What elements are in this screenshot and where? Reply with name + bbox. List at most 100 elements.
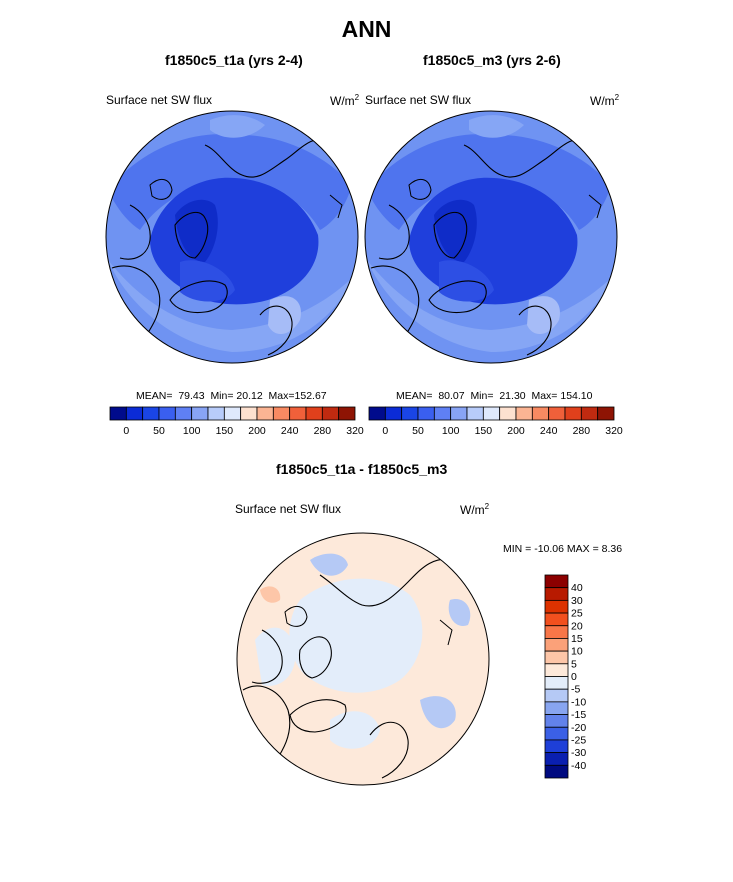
coastline [439,619,453,646]
colorbar-box [544,650,569,665]
field-region [260,586,281,603]
colorbar-box [544,599,569,614]
colorbar-tick-label: 150 [475,425,493,437]
colorbar-box [272,406,291,421]
field-region [300,626,350,662]
map-boundary [105,110,359,364]
field-region [367,260,614,352]
coastline [169,280,228,314]
coastline [284,605,308,627]
colorbar-box [368,406,386,421]
colorbar-box [564,406,582,421]
coastline [298,636,332,679]
colorbar-box [499,406,517,421]
panel-3-title: f1850c5_t1a - f1850c5_m3 [276,461,448,477]
colorbar-box [384,406,403,421]
colorbar-tick-label: 0 [571,671,577,683]
colorbar-tick-label: 25 [571,608,583,620]
panel-2-title: f1850c5_m3 (yrs 2-6) [423,52,561,68]
coastline [463,138,590,178]
colorbar-tick-label: 100 [183,425,201,437]
colorbar-tick-label: 50 [412,425,424,437]
colorbar-box [544,625,569,639]
field-region [108,134,352,230]
panel-3-map [236,532,490,786]
colorbar-box [597,406,615,421]
colorbar-tick-label: 280 [573,425,591,437]
field-region [469,115,524,138]
coastline [588,194,602,219]
colorbar-box [240,406,258,421]
colorbar-box [544,726,569,741]
colorbar-tick-label: 40 [571,582,583,594]
panel-2-stats: MEAN= 80.07 Min= 21.30 Max= 154.10 [396,390,593,402]
colorbar-box [548,406,566,421]
colorbar-box [256,406,274,421]
colorbar-tick-label: -20 [571,722,586,734]
coastline [149,178,173,200]
colorbar-box [417,406,435,421]
coastline [329,194,343,219]
panel-1-units: W/m2 [330,93,360,108]
colorbar-tick-label: 0 [123,425,129,437]
colorbar-tick-label: 100 [442,425,460,437]
colorbar-tick-label: 15 [571,633,583,645]
coastline [259,305,293,356]
colorbar-box [544,752,569,766]
colorbar-box [125,406,144,421]
colorbar-box [531,406,550,421]
colorbar-tick-label: -5 [571,684,580,696]
colorbar-box [544,663,569,677]
colorbar-tick-label: -40 [571,760,586,772]
coastline [433,211,468,259]
colorbar-box [482,406,501,421]
field-region [210,115,265,138]
colorbar-box [544,714,569,728]
coastline [378,204,410,260]
colorbar-tick-label: 280 [314,425,332,437]
colorbar-tick-label: 200 [507,425,525,437]
panel-3-units: W/m2 [460,502,490,517]
field-region [330,711,380,749]
coastline [289,699,347,733]
panel-1-map [105,110,359,364]
colorbar-box [401,406,419,421]
panel-3-variable: Surface net SW flux [235,502,342,516]
colorbar-tick-label: 150 [216,425,234,437]
field-region [108,260,355,352]
field-region [310,553,348,576]
colorbar-box [433,406,452,421]
colorbar-box [158,406,176,421]
colorbar-tick-label: 240 [540,425,558,437]
coastline [518,305,552,356]
colorbar-box [191,406,209,421]
colorbar-box [305,406,323,421]
panel-3-minmax: MIN = -10.06 MAX = 8.36 [503,543,623,555]
colorbar-box [338,406,356,421]
main-title: ANN [341,16,392,42]
colorbar-tick-label: -25 [571,734,586,746]
colorbar-tick-label: 320 [605,425,623,437]
panel-2-colorbar: 0 50 100 150 200 240 280 320 [368,406,623,437]
coastline [174,211,209,259]
coastline [408,178,432,200]
panel-2-variable: Surface net SW flux [365,93,472,107]
colorbar-tick-label: 30 [571,595,583,607]
panel-1-stats: MEAN= 79.43 Min= 20.12 Max=152.67 [136,390,327,402]
coastline [251,629,283,684]
colorbar-box [544,638,569,652]
field-region [289,578,423,693]
panel-1-title: f1850c5_t1a (yrs 2-4) [165,52,303,68]
map-boundary [364,110,618,364]
colorbar-tick-label: -10 [571,696,586,708]
colorbar-tick-label: -15 [571,709,586,721]
colorbar-tick-label: 320 [346,425,364,437]
colorbar-box [109,406,127,421]
colorbar-box [515,406,533,421]
colorbar-tick-label: 5 [571,658,577,670]
coastline [428,280,487,314]
panel-2-units: W/m2 [590,93,620,108]
colorbar-tick-label: 10 [571,646,583,658]
